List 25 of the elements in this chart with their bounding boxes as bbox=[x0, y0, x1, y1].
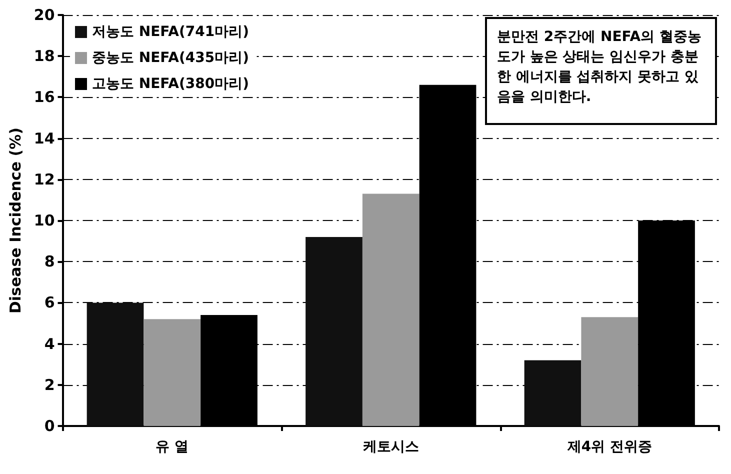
legend-label: 저농도 NEFA(741마리) bbox=[92, 24, 249, 40]
y-tick-label: 20 bbox=[34, 6, 55, 24]
x-tick-label: 제4위 전위증 bbox=[566, 439, 652, 455]
y-tick-label: 10 bbox=[34, 212, 55, 230]
bar bbox=[362, 194, 420, 426]
y-tick-label: 6 bbox=[44, 294, 55, 312]
x-tick-label: 케토시스 bbox=[362, 439, 419, 455]
y-tick-label: 14 bbox=[34, 129, 55, 148]
bar bbox=[581, 317, 638, 426]
legend-label: 중농도 NEFA(435마리) bbox=[92, 50, 249, 66]
y-tick-label: 8 bbox=[44, 252, 55, 271]
y-axis-title: Disease Incidence (%) bbox=[6, 127, 24, 314]
y-tick-label: 2 bbox=[44, 376, 55, 394]
annotation: 분만전 2주간에 NEFA의 혈중농도가 높은 상태는 임신우가 충분한 에너지를 섭취하지 못하고 있음을 의미한다. bbox=[497, 29, 702, 105]
bar bbox=[144, 319, 201, 426]
x-tick-label: 유 열 bbox=[156, 439, 189, 455]
bar bbox=[524, 360, 582, 426]
y-tick-label: 0 bbox=[44, 417, 55, 435]
legend-label: 고농도 NEFA(380마리) bbox=[92, 76, 249, 92]
bar bbox=[86, 302, 144, 426]
y-tick-label: 12 bbox=[34, 170, 55, 188]
bar bbox=[306, 236, 362, 426]
y-tick-label: 18 bbox=[34, 47, 55, 66]
y-tick-label: 4 bbox=[44, 334, 55, 353]
y-tick-label: 16 bbox=[34, 88, 55, 106]
